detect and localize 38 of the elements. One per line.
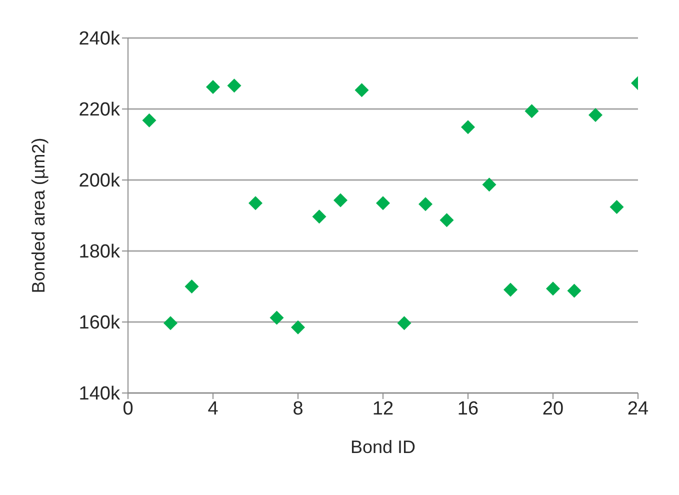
- y-axis-title: Bonded area (µm2): [28, 138, 48, 294]
- point: [440, 213, 454, 228]
- point: [546, 282, 560, 296]
- y-tick-label: 200k: [78, 170, 120, 192]
- y-tick-label: 160k: [78, 312, 120, 334]
- x-tick-label: 24: [627, 398, 649, 420]
- point: [334, 193, 348, 208]
- point: [482, 178, 496, 192]
- point: [504, 282, 518, 297]
- point: [397, 316, 412, 330]
- x-tick-label: 16: [457, 398, 479, 420]
- point: [312, 210, 326, 224]
- x-tick-label: 20: [542, 398, 564, 420]
- point: [291, 320, 305, 334]
- point: [461, 120, 475, 134]
- point: [164, 316, 178, 330]
- point: [227, 78, 242, 93]
- point: [248, 196, 262, 210]
- y-tick-label: 220k: [78, 100, 120, 121]
- point: [567, 284, 582, 298]
- x-tick-label: 0: [122, 398, 134, 420]
- point: [142, 113, 156, 128]
- x-tick-label: 4: [208, 398, 219, 420]
- x-axis-title: Bond ID: [350, 437, 416, 457]
- point: [354, 83, 369, 98]
- y-tick-label: 140k: [78, 384, 120, 405]
- x-tick-label: 12: [372, 398, 394, 420]
- y-tick-label: 240k: [78, 28, 120, 50]
- point: [418, 197, 432, 212]
- point: [270, 310, 284, 325]
- y-tick-label: 180k: [78, 242, 120, 263]
- point: [610, 200, 624, 214]
- point: [376, 196, 390, 210]
- x-tick-label: 8: [292, 398, 304, 420]
- point: [588, 108, 602, 122]
- point: [524, 104, 539, 118]
- point: [206, 80, 220, 94]
- point: [184, 280, 199, 294]
